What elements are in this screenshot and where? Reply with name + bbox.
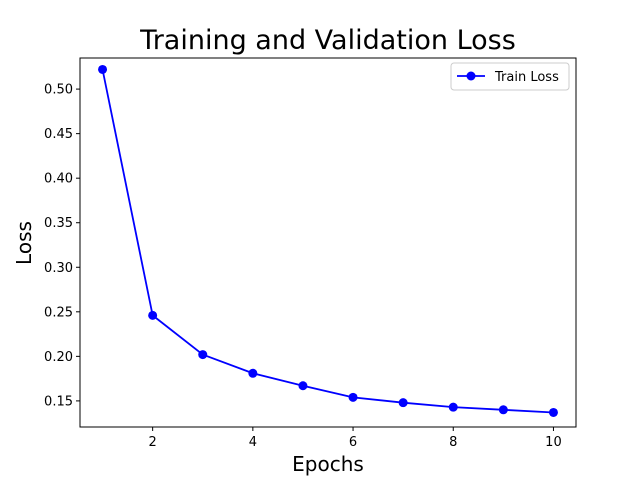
x-axis: 2 4 6 8 10	[149, 427, 562, 450]
legend-box	[450, 62, 570, 91]
y-tick-label: 0.20	[44, 350, 73, 365]
data-point	[148, 310, 158, 320]
x-tick-label: 2	[149, 435, 157, 450]
y-tick-label: 0.40	[44, 172, 73, 187]
series-line-train-loss	[101, 69, 554, 414]
chart-title: Training and Validation Loss	[139, 25, 516, 56]
data-point	[348, 392, 358, 402]
y-tick-label: 0.35	[44, 216, 73, 231]
y-tick-label: 0.25	[44, 305, 73, 320]
data-point	[248, 368, 258, 378]
data-point	[398, 398, 408, 408]
y-axis-label: Loss	[12, 221, 36, 265]
legend: Train Loss	[450, 62, 570, 91]
x-axis-label: Epochs	[292, 452, 364, 476]
data-point	[298, 381, 308, 391]
y-tick-label: 0.45	[44, 127, 73, 142]
legend-marker	[466, 71, 476, 81]
data-point	[498, 405, 508, 415]
y-tick-label: 0.50	[44, 83, 73, 98]
y-tick-label: 0.30	[44, 261, 73, 276]
data-point	[98, 64, 108, 74]
data-point	[548, 407, 558, 417]
x-tick-label: 10	[545, 435, 562, 450]
plot-frame	[79, 57, 577, 428]
x-tick-label: 4	[249, 435, 257, 450]
x-tick-label: 8	[449, 435, 457, 450]
x-tick-label: 6	[349, 435, 357, 450]
y-tick-label: 0.15	[44, 394, 73, 409]
series-layer	[98, 64, 558, 417]
data-point	[198, 350, 208, 360]
data-point	[448, 402, 458, 412]
legend-label-train-loss: Train Loss	[494, 70, 559, 85]
y-axis: 0.15 0.20 0.25 0.30 0.35 0.40 0.45 0.50	[44, 83, 80, 409]
